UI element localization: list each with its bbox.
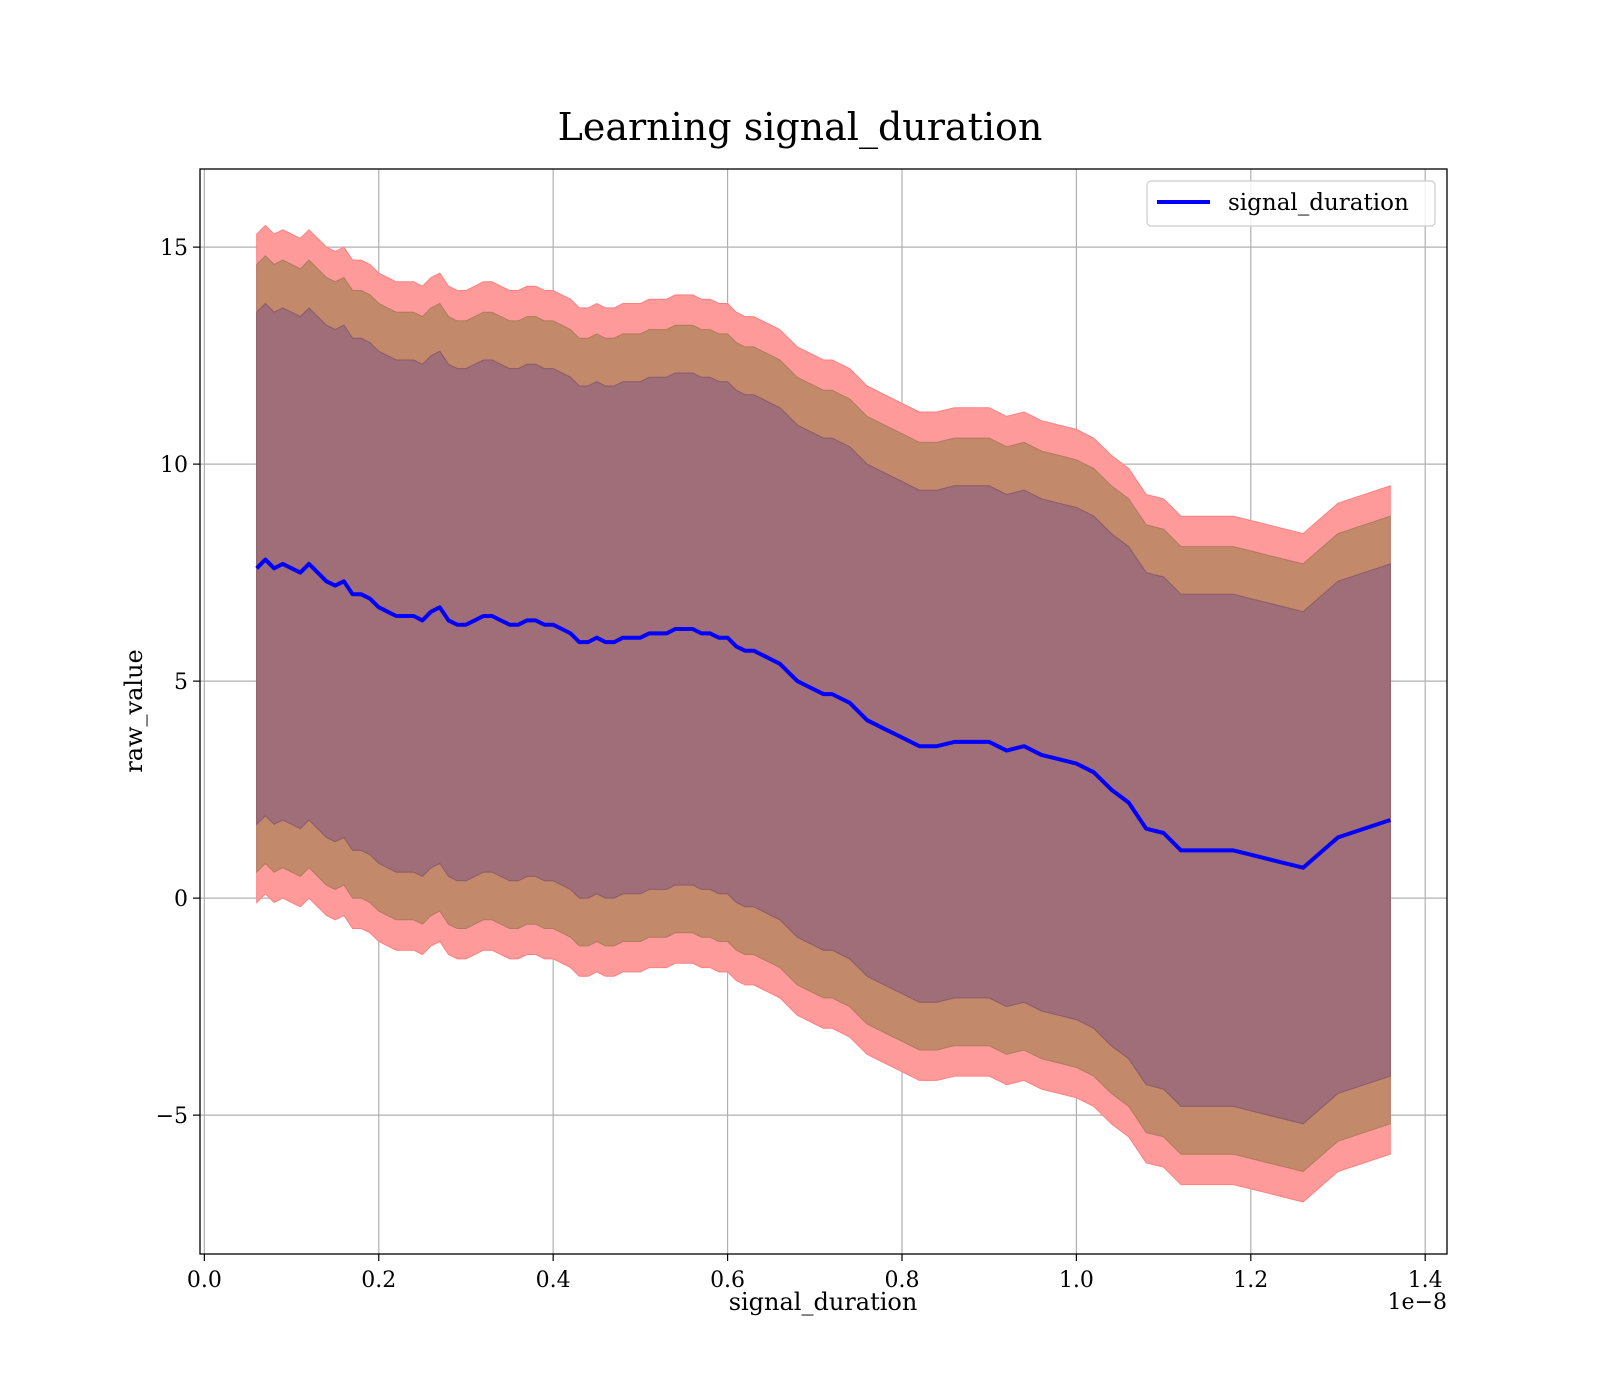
x-tick-label: 0.8	[884, 1268, 919, 1293]
y-tick-label: 0	[174, 887, 188, 912]
x-tick-label: 1.2	[1233, 1268, 1268, 1293]
x-tick-label: 0.4	[536, 1268, 571, 1293]
y-tick-label: 10	[160, 453, 188, 478]
x-tick-label: 0.0	[187, 1268, 222, 1293]
y-tick-label: 15	[160, 236, 188, 261]
x-axis-label: signal_duration	[729, 1288, 918, 1316]
legend: signal_duration	[1146, 180, 1436, 227]
x-tick-label: 0.6	[710, 1268, 745, 1293]
data-lines	[255, 557, 1391, 870]
bands	[256, 224, 1391, 1203]
y-tick-label: 5	[174, 670, 188, 695]
plot-frame	[199, 168, 1448, 1255]
x-tick-label: 0.2	[361, 1268, 396, 1293]
x-tick-label: 1.4	[1408, 1268, 1443, 1293]
chart-title: Learning signal_duration	[558, 105, 1043, 150]
y-tick-label: −5	[156, 1104, 188, 1129]
legend-box	[1146, 180, 1436, 227]
x-axis-ticks: 0.0 0.2 0.4 0.6 0.8 1.0 1.2 1.4	[187, 1254, 1443, 1293]
x-axis-offset-label: 1e−8	[1388, 1290, 1447, 1315]
y-axis-ticks: −5 0 5 10 15	[156, 236, 200, 1129]
band-inner	[256, 302, 1391, 1125]
legend-label-signal-duration: signal_duration	[1228, 190, 1409, 216]
x-tick-label: 1.0	[1059, 1268, 1094, 1293]
series-line-signal-duration	[255, 557, 1391, 870]
y-axis-label: raw_value	[120, 649, 148, 773]
